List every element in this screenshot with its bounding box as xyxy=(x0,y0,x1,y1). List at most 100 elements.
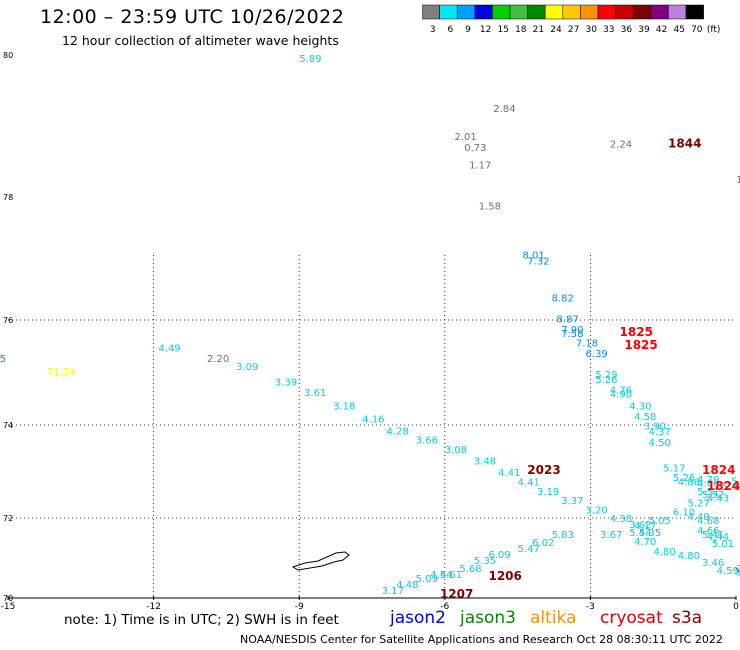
wave-height-label: 7.90 xyxy=(561,325,583,336)
wave-height-label: 4.37 xyxy=(649,427,671,438)
wave-height-label: 4.86 xyxy=(678,477,700,488)
colorbar-swatch xyxy=(685,4,704,20)
wave-height-label: 5.40 xyxy=(731,477,740,488)
track-marker xyxy=(735,567,740,573)
legend-jason2: jason2 xyxy=(390,608,446,628)
wave-height-label: 7.58 xyxy=(561,329,583,340)
pass-time-label: 1207 xyxy=(440,587,473,601)
wave-height-label: 3.68 xyxy=(736,564,740,575)
wave-height-label: 4.80 xyxy=(678,551,700,562)
wave-height-label: 4.80 xyxy=(653,547,675,558)
wave-height-label: 2.20 xyxy=(207,354,229,365)
wave-height-label: 3.08 xyxy=(445,445,467,456)
pass-time-label: 1824 xyxy=(702,463,735,477)
wave-height-label: 1.58 xyxy=(479,201,501,212)
pass-time-label: 1825 xyxy=(624,338,657,352)
wave-height-label: 5.83 xyxy=(552,530,574,541)
legend-jason3: jason3 xyxy=(460,608,516,628)
wave-height-label: 5.44 xyxy=(629,528,651,539)
wave-height-label: 5.17 xyxy=(663,464,685,475)
colorbar-tick-label: 3 xyxy=(430,25,436,35)
wave-height-label: 5.09 xyxy=(416,574,438,585)
wave-height-label: 4.49 xyxy=(158,344,180,355)
wave-height-label: 2.24 xyxy=(610,139,632,150)
longitude-tick-label: -9 xyxy=(295,602,304,612)
longitude-tick-label: -12 xyxy=(146,602,161,612)
longitude-tick-label: 0 xyxy=(733,602,739,612)
colorbar-tick-label: 70 xyxy=(691,25,703,35)
colorbar-tick-label: 6 xyxy=(448,25,454,35)
wave-height-label: 5.27 xyxy=(687,498,709,509)
wave-height-label: 5.35 xyxy=(639,528,661,539)
wave-height-label: 4.41 xyxy=(518,477,540,488)
colorbar-tick-label: 12 xyxy=(480,25,491,35)
colorbar-tick-label: 18 xyxy=(515,25,527,35)
wave-height-label: 7.18 xyxy=(576,338,598,349)
latitude-tick-label: 72 xyxy=(3,514,13,523)
wave-height-label: 5.41 xyxy=(702,530,724,541)
wave-height-label: 4.66 xyxy=(697,526,719,537)
wave-height-label: 6.39 xyxy=(586,349,608,360)
wave-height-label: 1.31 xyxy=(736,175,740,186)
colorbar-tick-label: 39 xyxy=(638,25,650,35)
latitude-tick-label: 78 xyxy=(3,193,13,202)
wave-height-label: 4.58 xyxy=(634,412,656,423)
colorbar-tick-label: 42 xyxy=(656,25,667,35)
wave-height-label: 7.32 xyxy=(527,257,549,268)
legend-altika: altika xyxy=(530,608,577,628)
wave-height-label: 4.61 xyxy=(440,570,462,581)
wave-height-label: 2.01 xyxy=(455,132,477,143)
note-text: note: 1) Time is in UTC; 2) SWH is in fe… xyxy=(64,612,339,628)
wave-height-label: 4.30 xyxy=(629,401,651,412)
colorbar-tick-label: 21 xyxy=(533,25,544,35)
wave-height-label: 3.37 xyxy=(561,496,583,507)
wave-height-label: 4.49 xyxy=(687,512,709,523)
wave-height-label: 6.02 xyxy=(532,538,554,549)
wave-height-label: 3.18 xyxy=(333,401,355,412)
wave-height-label: 5.89 xyxy=(299,54,321,65)
wave-height-label: 4.50 xyxy=(649,438,671,449)
wave-height-label: 4.16 xyxy=(362,414,384,425)
legend-cryosat: cryosat xyxy=(600,608,663,628)
wave-height-label: 3.61 xyxy=(304,388,326,399)
latitude-tick-label: 80 xyxy=(3,51,13,60)
latitude-tick-label: 76 xyxy=(3,316,13,325)
longitude-tick-label: -3 xyxy=(586,602,595,612)
wave-height-label: 4.44 xyxy=(707,532,729,543)
wave-height-label: 71.34 xyxy=(47,367,76,378)
wave-height-label: 5.35 xyxy=(474,556,496,567)
wave-height-label: 2.84 xyxy=(493,104,515,115)
wave-height-label: 4.70 xyxy=(634,537,656,548)
pass-time-label: 2023 xyxy=(527,463,560,477)
wave-height-label: 4.76 xyxy=(610,386,632,397)
wave-height-label: 3.39 xyxy=(275,378,297,389)
wave-height-label: 5.05 xyxy=(649,516,671,527)
wave-height-label: 6.05 xyxy=(0,354,6,365)
footer-credit: NOAA/NESDIS Center for Satellite Applica… xyxy=(240,633,723,646)
pass-time-label: 1824 xyxy=(707,479,740,493)
longitude-tick-label: -15 xyxy=(1,602,16,612)
wave-height-label: 4.59 xyxy=(717,566,739,577)
wave-height-label: 3.20 xyxy=(586,505,608,516)
island-outline xyxy=(291,551,350,571)
wave-height-label: 4.48 xyxy=(396,580,418,591)
wave-height-label: 4.79 xyxy=(736,569,740,580)
wave-height-label: 4.28 xyxy=(387,426,409,437)
wave-height-label: 4.90 xyxy=(610,390,632,401)
wave-height-label: 5.29 xyxy=(595,370,617,381)
wave-height-label: 4.68 xyxy=(697,516,719,527)
pass-time-label: 1825 xyxy=(620,325,653,339)
wave-height-label: 5.26 xyxy=(673,473,695,484)
wave-height-label: 4.79 xyxy=(697,475,719,486)
wave-height-label: 8.01 xyxy=(522,251,544,262)
latitude-tick-label: 74 xyxy=(3,421,13,430)
wave-height-label: 3.66 xyxy=(416,436,438,447)
wave-height-label: 1.17 xyxy=(469,161,491,172)
wave-height-label: 8.87 xyxy=(556,315,578,326)
wave-height-label: 5.47 xyxy=(518,544,540,555)
colorbar-tick-label: 33 xyxy=(603,25,614,35)
wave-height-label: 3.67 xyxy=(600,530,622,541)
map-title: 12:00 – 23:59 UTC 10/26/2022 xyxy=(40,6,345,28)
wave-height-label: 6.09 xyxy=(488,550,510,561)
colorbar-unit: (ft) xyxy=(707,25,721,35)
